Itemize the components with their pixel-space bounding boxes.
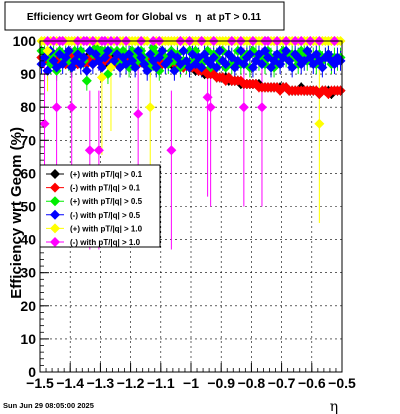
- chart-title: Efficiency wrt Geom for Global vs η at p…: [27, 12, 262, 23]
- y-tick-label: 100: [13, 33, 37, 49]
- y-tick-label: 90: [20, 66, 36, 82]
- data-point: [151, 62, 162, 73]
- data-point: [84, 145, 95, 156]
- data-point: [169, 65, 180, 76]
- y-axis-label: Efficiency wrt Geom (%): [8, 127, 25, 299]
- x-tick-label: −0.8: [238, 375, 266, 391]
- data-point: [81, 75, 92, 86]
- x-tick-label: −0.5: [328, 375, 356, 391]
- data-point: [256, 102, 267, 113]
- data-point: [96, 62, 107, 73]
- x-tick-label: −1.4: [56, 375, 84, 391]
- data-point: [281, 45, 292, 56]
- data-point: [51, 102, 62, 113]
- data-point: [93, 145, 104, 156]
- data-point: [178, 45, 189, 56]
- data-point: [102, 45, 113, 56]
- data-point: [142, 65, 153, 76]
- legend-label: (-) with pT/|q| > 0.1: [70, 184, 141, 193]
- data-point: [314, 118, 325, 129]
- legend-marker: [50, 209, 60, 220]
- data-point: [42, 45, 53, 56]
- data-point: [335, 55, 346, 66]
- data-point: [256, 59, 267, 70]
- data-point: [121, 59, 132, 70]
- data-point: [39, 118, 50, 129]
- data-point: [317, 62, 328, 73]
- legend-label: (+) with pT/|q| > 1.0: [70, 224, 143, 233]
- y-tick-label: 0: [28, 364, 36, 380]
- x-tick-label: −1: [183, 375, 199, 391]
- data-point: [208, 52, 219, 63]
- x-tick-label: −1.2: [117, 375, 145, 391]
- data-point: [105, 62, 116, 73]
- legend: (+) with pT/|q| > 0.1 (-) with pT/|q| > 0…: [39, 164, 161, 248]
- data-point: [335, 85, 346, 96]
- legend-marker: [50, 182, 60, 193]
- x-tick-label: −0.7: [268, 375, 296, 391]
- legend-box: [39, 164, 161, 248]
- legend-marker: [50, 237, 60, 247]
- data-point: [157, 45, 168, 56]
- legend-label: (+) with pT/|q| > 0.5: [70, 197, 143, 206]
- data-point: [96, 72, 107, 83]
- data-point: [81, 65, 92, 76]
- legend-marker: [50, 169, 60, 179]
- data-point: [235, 45, 246, 56]
- legend-label: (-) with pT/|q| > 1.0: [70, 238, 141, 247]
- data-point: [238, 102, 249, 113]
- timestamp: Sun Jun 29 08:05:00 2025: [3, 401, 94, 410]
- x-axis-label: η: [330, 399, 338, 414]
- data-point: [78, 52, 89, 63]
- y-tick-label: 50: [20, 199, 36, 215]
- legend-marker: [50, 223, 60, 234]
- y-tick-label: 10: [20, 331, 36, 347]
- data-point: [196, 62, 207, 73]
- legend-label: (-) with pT/|q| > 0.5: [70, 211, 141, 220]
- y-tick-label: 60: [20, 165, 36, 181]
- data-point: [211, 62, 222, 73]
- data-point: [63, 45, 74, 56]
- data-point: [202, 92, 213, 103]
- y-tick-label: 20: [20, 298, 36, 314]
- x-tick-labels: −1.5 −1.4 −1.3 −1.2 −1.1 −1 −0.9 −0.8 −0.7 −0.6 −0…: [26, 375, 356, 391]
- y-tick-label: 80: [20, 99, 36, 115]
- data-point: [205, 102, 216, 113]
- data-point: [244, 49, 255, 60]
- data-point: [66, 102, 77, 113]
- x-tick-label: −0.6: [298, 375, 326, 391]
- legend-label: (+) with pT/|q| > 0.1: [70, 170, 143, 179]
- data-point: [214, 45, 225, 56]
- data-point: [145, 102, 156, 113]
- x-tick-label: −1.5: [26, 375, 54, 391]
- x-tick-label: −1.3: [87, 375, 115, 391]
- y-tick-label: 40: [20, 232, 36, 248]
- data-point: [166, 145, 177, 156]
- y-tick-label: 70: [20, 132, 36, 148]
- title-box: [4, 1, 285, 31]
- data-point: [42, 65, 53, 76]
- legend-marker: [50, 196, 60, 207]
- data-point: [287, 62, 298, 73]
- y-tick-labels: 0 10 20 30 40 50 60 70 80 90 100: [13, 33, 37, 380]
- x-tick-label: −1.1: [147, 375, 175, 391]
- data-point: [133, 108, 144, 119]
- data-point: [130, 62, 141, 73]
- y-tick-label: 30: [20, 265, 36, 281]
- x-tick-label: −0.9: [207, 375, 235, 391]
- data-point: [220, 59, 231, 70]
